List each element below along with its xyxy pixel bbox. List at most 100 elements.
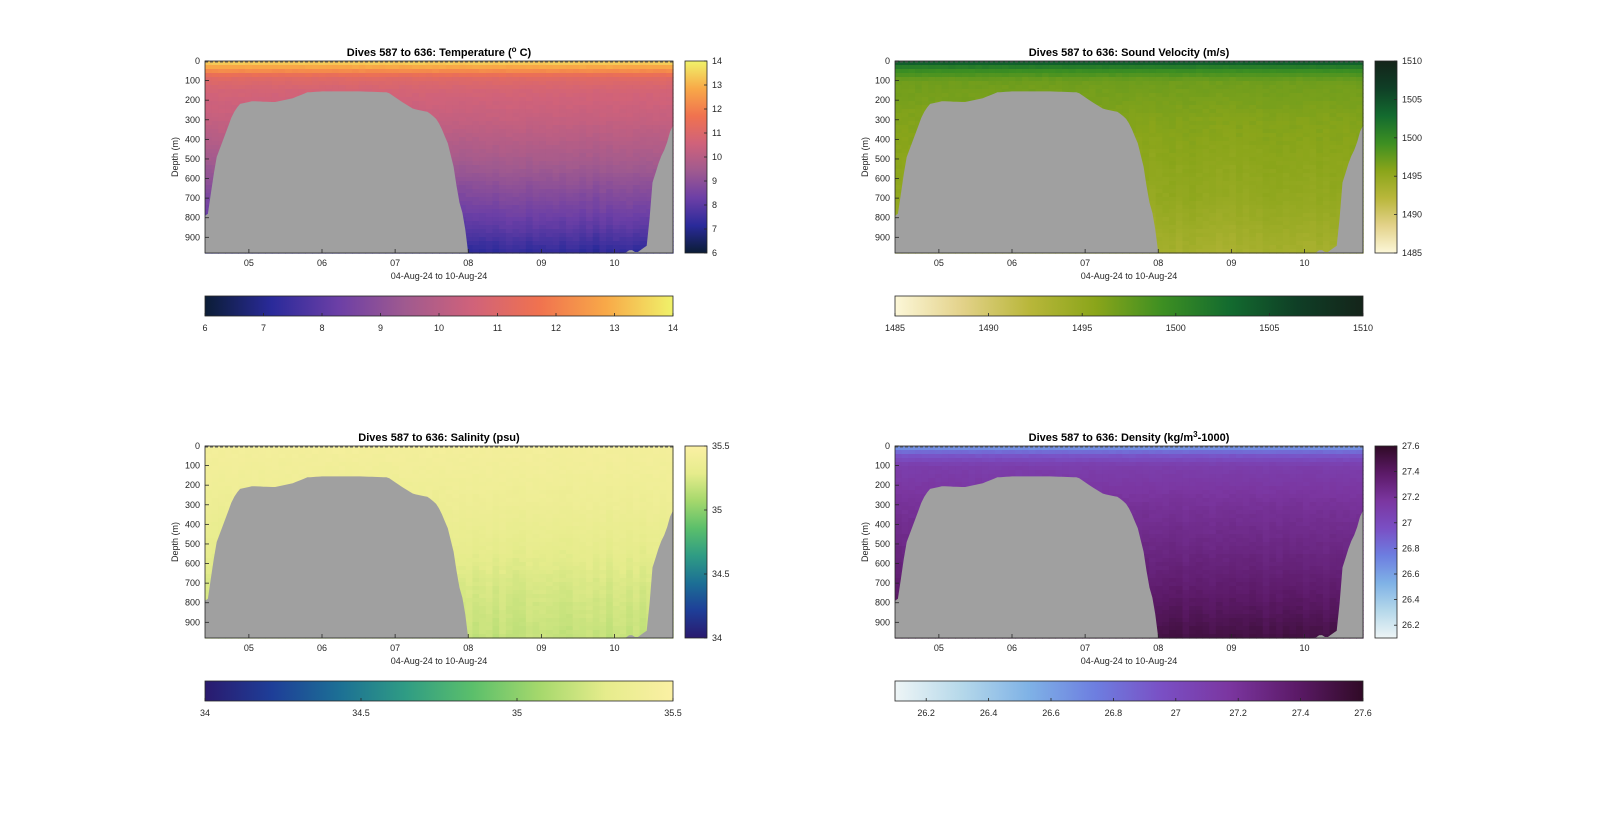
x-axis-label: 04-Aug-24 to 10-Aug-24: [391, 656, 488, 666]
colorbar-h-tick-label: 13: [609, 323, 619, 333]
x-tick-label: 07: [390, 643, 400, 653]
y-tick-label: 200: [185, 480, 200, 490]
chart-title: Dives 587 to 636: Temperature (o C): [347, 45, 532, 59]
colorbar-vertical: [1374, 445, 1398, 639]
x-tick-label: 06: [1007, 258, 1017, 268]
colorbar-tick-label: 1495: [1402, 171, 1422, 181]
colorbar-h-tick-label: 27.6: [1354, 708, 1372, 718]
chart-panel-3: 0 100 200 300 400 500 600 700 800 900 05 06 07 08 09 10…: [170, 432, 730, 718]
colorbar-h-tick-label: 9: [378, 323, 383, 333]
colorbar-h-tick-label: 35.5: [664, 708, 682, 718]
y-axis-label: Depth (m): [170, 137, 180, 177]
plot-frame: [894, 60, 1364, 254]
colorbar-tick-label: 27: [1402, 518, 1412, 528]
plot-frame: [894, 445, 1364, 639]
x-tick-label: 07: [390, 258, 400, 268]
x-tick-label: 09: [1226, 643, 1236, 653]
y-tick-label: 600: [185, 559, 200, 569]
x-tick-label: 08: [1153, 258, 1163, 268]
colorbar-h-tick-label: 6: [202, 323, 207, 333]
y-tick-label: 0: [885, 441, 890, 451]
x-tick-label: 05: [244, 643, 254, 653]
colorbar-h-tick-label: 7: [261, 323, 266, 333]
y-tick-label: 500: [185, 539, 200, 549]
seabed-area: [895, 476, 1363, 638]
colorbar-tick-label: 13: [712, 80, 722, 90]
y-tick-label: 900: [875, 617, 890, 627]
y-tick-label: 600: [875, 559, 890, 569]
colorbar-tick-label: 11: [712, 128, 721, 138]
colorbar-horizontal: [204, 680, 674, 702]
seabed-area: [205, 476, 673, 638]
y-tick-label: 200: [185, 95, 200, 105]
x-tick-label: 08: [463, 258, 473, 268]
y-tick-label: 900: [185, 232, 200, 242]
y-tick-label: 500: [875, 539, 890, 549]
colorbar-h-tick-label: 34.5: [352, 708, 370, 718]
y-tick-label: 100: [875, 76, 890, 86]
y-tick-label: 400: [875, 519, 890, 529]
x-tick-label: 05: [244, 258, 254, 268]
colorbar-h-tick-label: 35: [512, 708, 522, 718]
colorbar-tick-label: 6: [712, 248, 717, 258]
x-tick-label: 09: [1226, 258, 1236, 268]
y-tick-label: 400: [185, 134, 200, 144]
y-tick-label: 300: [875, 500, 890, 510]
x-tick-label: 06: [317, 258, 327, 268]
seabed-area: [895, 91, 1363, 254]
x-axis-label: 04-Aug-24 to 10-Aug-24: [1081, 271, 1178, 281]
colorbar-h-tick-label: 1500: [1166, 323, 1186, 333]
colorbar-h-tick-label: 11: [493, 323, 502, 333]
y-axis-label: Depth (m): [170, 522, 180, 562]
chart-title: Dives 587 to 636: Sound Velocity (m/s): [1029, 47, 1230, 59]
x-axis-label: 04-Aug-24 to 10-Aug-24: [1081, 656, 1178, 666]
y-tick-label: 300: [875, 115, 890, 125]
x-tick-label: 10: [1299, 258, 1309, 268]
colorbar-tick-label: 27.6: [1402, 441, 1420, 451]
x-tick-label: 09: [536, 258, 546, 268]
colorbar-h-tick-label: 26.2: [917, 708, 935, 718]
colorbar-h-tick-label: 14: [668, 323, 678, 333]
x-tick-label: 10: [609, 643, 619, 653]
y-tick-label: 200: [875, 480, 890, 490]
colorbar-tick-label: 7: [712, 224, 717, 234]
y-tick-label: 400: [185, 519, 200, 529]
y-tick-label: 800: [875, 598, 890, 608]
chart-title: Dives 587 to 636: Salinity (psu): [358, 432, 520, 444]
x-tick-label: 09: [536, 643, 546, 653]
colorbar-tick-label: 1500: [1402, 133, 1422, 143]
y-axis-label: Depth (m): [860, 522, 870, 562]
colorbar-h-tick-label: 34: [200, 708, 210, 718]
y-tick-label: 0: [885, 56, 890, 66]
colorbar-h-tick-label: 1485: [885, 323, 905, 333]
x-tick-label: 05: [934, 643, 944, 653]
colorbar-tick-label: 1485: [1402, 248, 1422, 258]
colorbar-h-tick-label: 27: [1171, 708, 1181, 718]
colorbar-tick-label: 10: [712, 152, 722, 162]
y-tick-label: 800: [185, 213, 200, 223]
seabed-area: [205, 91, 673, 254]
x-tick-label: 05: [934, 258, 944, 268]
colorbar-horizontal: [894, 295, 1364, 317]
x-tick-label: 06: [1007, 643, 1017, 653]
y-tick-label: 600: [185, 174, 200, 184]
y-tick-label: 800: [875, 213, 890, 223]
colorbar-tick-label: 26.8: [1402, 543, 1420, 553]
y-tick-label: 900: [875, 232, 890, 242]
y-tick-label: 100: [185, 461, 200, 471]
colorbar-h-tick-label: 27.4: [1292, 708, 1310, 718]
x-tick-label: 06: [317, 643, 327, 653]
colorbar-vertical: [1374, 60, 1398, 254]
colorbar-tick-label: 8: [712, 200, 717, 210]
colorbar-h-tick-label: 27.2: [1229, 708, 1247, 718]
y-tick-label: 100: [875, 461, 890, 471]
colorbar-h-tick-label: 26.6: [1042, 708, 1060, 718]
chart-panel-4: 0 100 200 300 400 500 600 700 800 900 05 06 07 08 09 10…: [860, 430, 1420, 718]
colorbar-tick-label: 27.4: [1402, 467, 1420, 477]
colorbar-tick-label: 9: [712, 176, 717, 186]
y-tick-label: 200: [875, 95, 890, 105]
plot-frame: [204, 445, 674, 639]
colorbar-tick-label: 34.5: [712, 569, 730, 579]
y-tick-label: 700: [875, 193, 890, 203]
